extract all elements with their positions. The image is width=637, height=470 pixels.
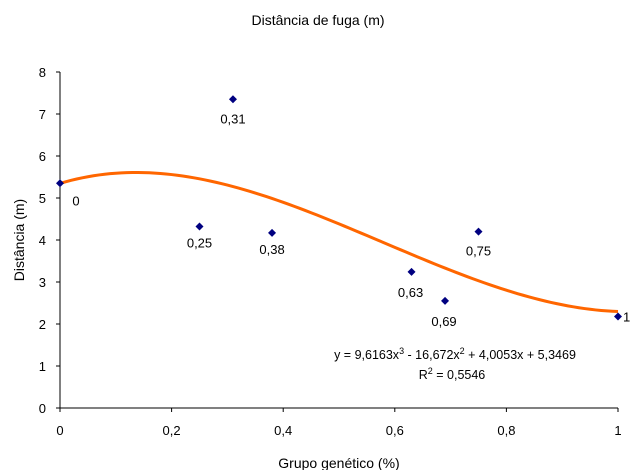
data-point-label: 0,63: [398, 285, 423, 300]
x-tick-label: 0: [56, 423, 63, 438]
y-tick-label: 5: [39, 191, 46, 206]
data-point: [614, 312, 622, 321]
data-point-label: 0,31: [220, 111, 245, 126]
trendline-equation: y = 9,6163x3 - 16,672x2 + 4,0053x + 5,34…: [334, 346, 576, 362]
y-tick-label: 8: [39, 65, 46, 80]
data-point: [56, 179, 64, 188]
eq-sup-2: 2: [460, 346, 465, 356]
y-tick-label: 6: [39, 149, 46, 164]
data-point-label: 0,38: [259, 242, 284, 257]
eq-part-1: y = 9,6163x: [334, 348, 400, 362]
r2-sup: 2: [428, 366, 433, 376]
data-point-label: 0,25: [187, 236, 212, 251]
y-tick-label: 3: [39, 275, 46, 290]
x-tick-label: 1: [614, 423, 621, 438]
data-point-label: 0,75: [466, 244, 491, 259]
data-point: [474, 227, 483, 236]
x-axis-label: Grupo genético (%): [278, 455, 399, 470]
trendline: [59, 170, 619, 314]
x-tick-label: 0,4: [274, 423, 292, 438]
data-point: [441, 296, 450, 305]
y-tick-label: 7: [39, 107, 46, 122]
x-tick-label: 0,6: [386, 423, 404, 438]
y-tick-label: 2: [39, 317, 46, 332]
trendline-group: [59, 170, 619, 314]
ticks: 0 1 2 3 4 5 6 7 8 0 0,2 0,4 0,6 0,8 1: [39, 65, 622, 438]
points-group: 0 0,25 0,31 0,38 0,63 0,69 0,75 1: [56, 95, 630, 329]
eq-sup-3: 3: [399, 346, 404, 356]
y-axis-label: Distância (m): [11, 199, 27, 281]
r2-value: = 0,5546: [433, 368, 486, 382]
data-point-label: 0,69: [431, 314, 456, 329]
data-point-label: 1: [623, 309, 630, 324]
data-point-label: 0: [72, 193, 79, 208]
y-tick-label: 4: [39, 233, 46, 248]
eq-part-3: + 4,0053x + 5,3469: [465, 348, 576, 362]
r-squared: R2 = 0,5546: [419, 366, 486, 382]
data-point: [268, 228, 277, 237]
x-tick-label: 0,2: [163, 423, 181, 438]
data-point: [228, 95, 237, 104]
y-tick-label: 0: [39, 401, 46, 416]
x-tick-label: 0,8: [497, 423, 515, 438]
y-tick-label: 1: [39, 359, 46, 374]
chart-title: Distância de fuga (m): [251, 12, 384, 28]
data-point: [195, 222, 204, 231]
r2-r: R: [419, 368, 428, 382]
data-point: [407, 267, 416, 276]
eq-part-2: - 16,672x: [404, 348, 460, 362]
